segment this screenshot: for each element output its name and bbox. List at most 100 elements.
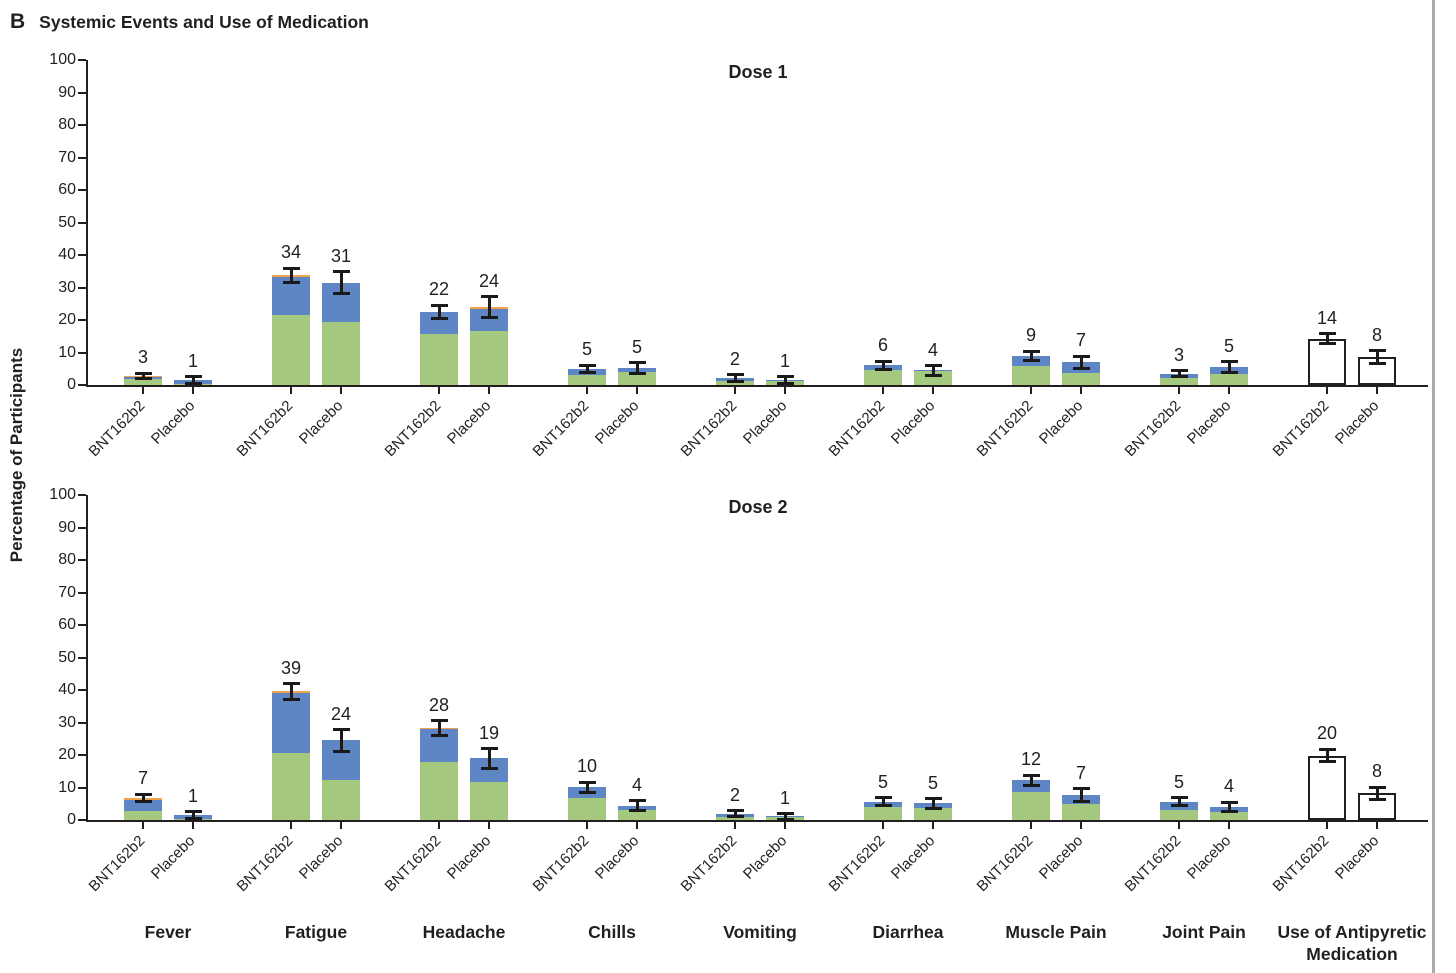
bar-segment-mild (618, 372, 656, 385)
error-bar-cap-top (924, 364, 942, 367)
y-tick-label: 10 (58, 343, 76, 361)
y-tick-label: 80 (58, 551, 76, 568)
error-bar-line (1325, 749, 1329, 762)
bar-open-bnt162b2 (1308, 338, 1346, 385)
bar-segment-mild (1012, 792, 1050, 820)
error-bar-cap-bottom (282, 697, 300, 701)
bar-value-label: 1 (187, 785, 198, 806)
bar-segment-moderate (470, 758, 508, 782)
bar-value-label: 8 (1371, 324, 1382, 345)
error-bar-cap-bottom (282, 281, 300, 285)
error-bar-cap-bottom (726, 379, 744, 383)
bar-value-label: 4 (1223, 776, 1234, 797)
bar-value-label: 10 (576, 756, 598, 777)
bar-value-label: 8 (1371, 761, 1382, 782)
y-tick-mark (78, 351, 86, 354)
bar-segment-mild (1210, 374, 1248, 385)
error-bar-cap-top (726, 809, 744, 813)
category-label: Fever (144, 922, 192, 942)
y-tick-mark (78, 689, 86, 691)
bar-value-label: 5 (877, 771, 888, 792)
x-tick-mark (586, 822, 588, 829)
error-bar-cap-top (1170, 369, 1188, 373)
y-tick-mark (78, 384, 86, 386)
error-bar-cap-top (1022, 773, 1040, 777)
error-bar-line (585, 365, 589, 373)
bar-segment-moderate (420, 311, 458, 334)
figure-header: B Systemic Events and Use of Medication (10, 10, 369, 34)
error-bar-line (191, 811, 195, 819)
error-bar-cap-top (924, 797, 942, 801)
bar-segment-mild (322, 779, 360, 820)
bar-segment-mild (1012, 366, 1050, 385)
error-bar-cap-top (628, 361, 646, 365)
bar-value-label: 2 (729, 348, 740, 369)
bar-segment-mild (1062, 803, 1100, 820)
error-bar-cap-top (184, 375, 202, 379)
x-tick-mark (734, 822, 736, 829)
y-tick-mark (78, 526, 86, 529)
error-bar-line (635, 362, 639, 374)
error-bar-line (289, 683, 293, 700)
error-bar-cap-top (874, 359, 892, 363)
error-bar-cap-bottom (480, 316, 498, 320)
error-bar-cap-top (1170, 796, 1188, 800)
error-bar-cap-top (134, 371, 152, 375)
x-tick-mark (1228, 822, 1230, 829)
error-bar-line (141, 373, 145, 379)
error-bar-cap-bottom (578, 370, 596, 374)
bar-value-label: 1 (187, 350, 198, 371)
error-bar-cap-bottom (184, 381, 202, 385)
error-bar-cap-top (578, 363, 596, 367)
category-label: Joint Pain (1162, 922, 1246, 942)
error-bar-cap-bottom (1072, 366, 1090, 370)
error-bar-cap-top (332, 270, 350, 274)
bar-value-label: 7 (1075, 330, 1086, 351)
x-tick-mark (290, 387, 292, 394)
x-tick-mark (1178, 387, 1180, 394)
bar-segment-mild (420, 761, 458, 820)
category-label: Fatigue (284, 922, 348, 942)
bar-segment-mild (420, 333, 458, 385)
y-tick-label: 100 (49, 51, 76, 68)
bar-value-label: 5 (631, 336, 642, 357)
y-tick-label: 30 (58, 713, 76, 731)
error-bar-line (783, 376, 787, 384)
y-tick-label: 70 (58, 148, 76, 166)
error-bar-cap-bottom (430, 734, 448, 737)
y-tick-mark (78, 59, 86, 61)
category-label: Use of Antipyretic Medication (1277, 922, 1427, 964)
y-tick-mark (78, 754, 86, 756)
bar-value-label: 3 (1173, 344, 1184, 365)
error-bar-line (1375, 787, 1379, 800)
bar-segment-mild (716, 817, 754, 820)
x-tick-mark (784, 822, 786, 829)
error-bar-cap-top (480, 295, 498, 299)
error-bar-cap-top (1220, 800, 1238, 804)
x-tick-mark (734, 387, 736, 394)
y-tick-mark (78, 721, 86, 724)
x-tick-mark (784, 387, 786, 394)
x-tick-label: Placebo (443, 397, 495, 448)
error-bar-line (437, 720, 441, 736)
error-bar-cap-bottom (1022, 784, 1040, 788)
x-tick-mark (142, 822, 144, 829)
bar-segment-mild (618, 809, 656, 820)
x-tick-mark (340, 387, 342, 394)
bar-segment-moderate (272, 693, 310, 753)
bar-segment-mild (124, 810, 162, 820)
x-tick-mark (340, 822, 342, 829)
bar-value-label: 6 (877, 335, 888, 356)
bar-value-label: 22 (428, 279, 450, 300)
error-bar-line (339, 729, 343, 752)
x-tick-mark (1228, 387, 1230, 394)
panel-title-dose-2: Dose 2 (728, 497, 788, 517)
bar-value-label: 4 (631, 774, 642, 795)
y-tick-mark (78, 91, 86, 94)
x-tick-mark (932, 822, 934, 829)
error-bar-cap-bottom (776, 381, 794, 385)
error-bar-line (1029, 775, 1033, 786)
y-tick-mark (78, 189, 86, 191)
x-tick-label: Placebo (1035, 397, 1087, 448)
